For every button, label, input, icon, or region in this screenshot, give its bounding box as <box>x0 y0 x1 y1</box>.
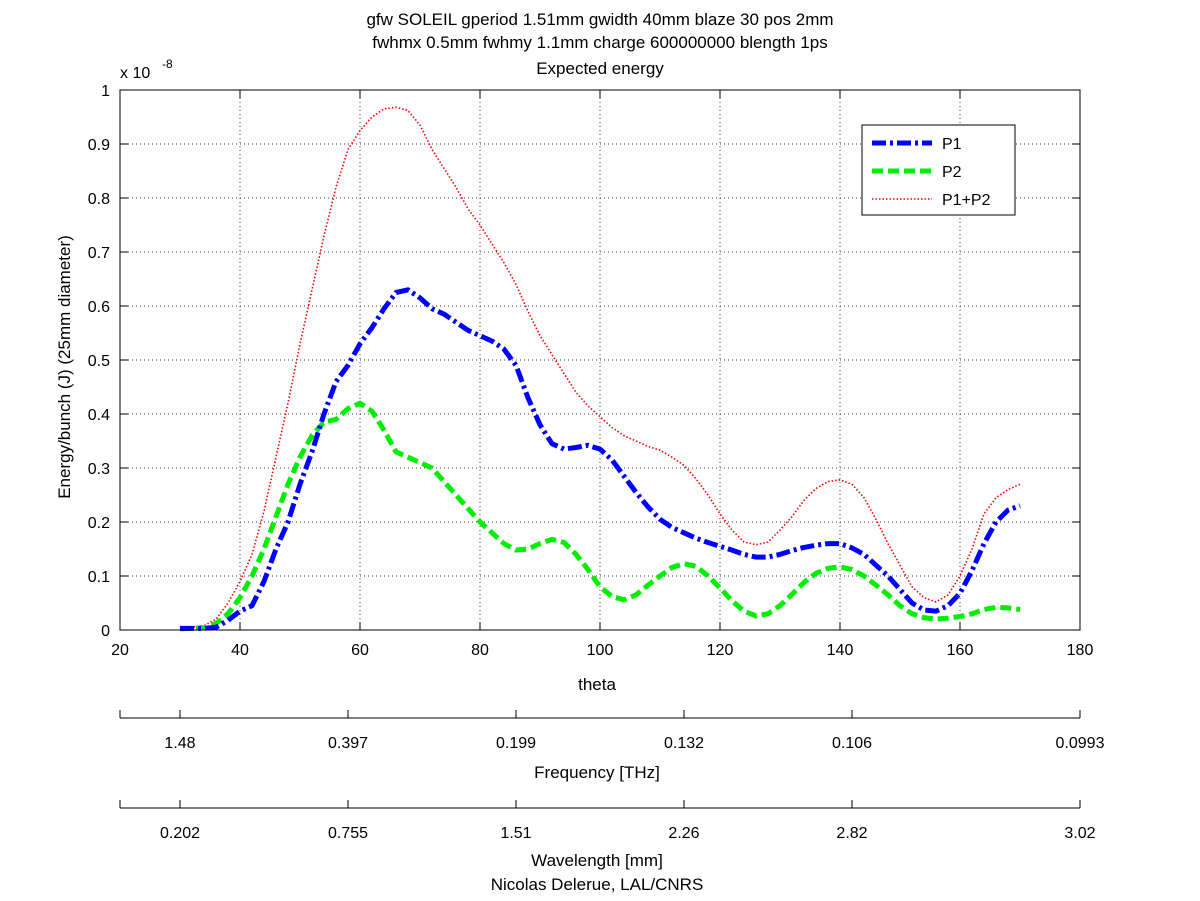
title-line-1: gfw SOLEIL gperiod 1.51mm gwidth 40mm bl… <box>366 10 833 29</box>
legend-box <box>861 124 1016 216</box>
x-tick-label: 120 <box>707 642 734 659</box>
x-tick-label: 40 <box>231 642 249 659</box>
x-tick-label: 80 <box>471 642 489 659</box>
secondary-tick-label: 1.51 <box>500 825 531 842</box>
y-tick-label: 0 <box>101 623 110 640</box>
x-tick-label: 60 <box>351 642 369 659</box>
wavelength-axis: Wavelength [mm] 0.202 0.755 1.51 2.26 2.82 3.… <box>119 800 1096 870</box>
y-tick-label: 0.7 <box>88 245 110 262</box>
wavelength-axis-label: Wavelength [mm] <box>531 851 663 870</box>
secondary-tick-label: 1.48 <box>164 735 195 752</box>
y-tick-label: 0.1 <box>88 569 110 586</box>
series-line-p2 <box>179 400 1021 632</box>
secondary-tick-label: 2.82 <box>836 825 867 842</box>
x-axis-ticks: 20 40 60 80 100 120 140 160 180 <box>111 90 1093 659</box>
y-tick-label: 0.4 <box>88 407 110 424</box>
y-axis-ticks: 0 0.1 0.2 0.3 0.4 0.5 0.6 0.7 0.8 0.9 1 <box>88 83 1080 640</box>
legend: P1 P2 P1+P2 <box>861 124 1016 216</box>
y-tick-label: 0.2 <box>88 515 110 532</box>
title-line-2: fwhmx 0.5mm fwhmy 1.1mm charge 600000000… <box>372 33 827 52</box>
y-tick-label: 0.8 <box>88 191 110 208</box>
y-multiplier-exponent: -8 <box>162 57 173 71</box>
y-tick-label: 0.3 <box>88 461 110 478</box>
series-layer <box>179 106 1021 632</box>
y-tick-label: 1 <box>101 83 110 100</box>
y-axis-label: Energy/bunch (J) (25mm diameter) <box>55 235 74 499</box>
y-multiplier-base: x 10 <box>120 65 150 82</box>
x-tick-label: 20 <box>111 642 129 659</box>
title-line-3: Expected energy <box>536 59 664 78</box>
secondary-tick-label: 3.02 <box>1064 825 1095 842</box>
secondary-tick-label: 0.397 <box>328 735 368 752</box>
frequency-axis: Frequency [THz] 1.48 0.397 0.199 0.132 0.106… <box>119 710 1105 782</box>
secondary-tick-label: 0.106 <box>832 735 872 752</box>
secondary-tick-label: 0.0993 <box>1056 735 1105 752</box>
x-tick-label: 180 <box>1067 642 1094 659</box>
x-axis-label: theta <box>578 675 616 694</box>
frequency-axis-label: Frequency [THz] <box>534 763 660 782</box>
x-tick-label: 160 <box>947 642 974 659</box>
grid <box>120 90 1080 630</box>
series-line-p1-plus-p2 <box>179 106 1021 630</box>
legend-label-p1p2: P1+P2 <box>942 192 991 209</box>
y-tick-label: 0.5 <box>88 353 110 370</box>
y-tick-label: 0.9 <box>88 137 110 154</box>
legend-label-p2: P2 <box>942 164 962 181</box>
secondary-tick-label: 0.199 <box>496 735 536 752</box>
x-tick-label: 100 <box>587 642 614 659</box>
x-tick-label: 140 <box>827 642 854 659</box>
y-multiplier: x 10 -8 <box>120 57 173 82</box>
legend-label-p1: P1 <box>942 136 962 153</box>
secondary-tick-label: 0.132 <box>664 735 704 752</box>
series-line-p1 <box>180 287 1021 631</box>
y-tick-label: 0.6 <box>88 299 110 316</box>
secondary-tick-label: 2.26 <box>668 825 699 842</box>
chart-title: gfw SOLEIL gperiod 1.51mm gwidth 40mm bl… <box>366 10 833 78</box>
secondary-tick-label: 0.202 <box>160 825 200 842</box>
credit-text: Nicolas Delerue, LAL/CNRS <box>491 875 704 894</box>
secondary-tick-label: 0.755 <box>328 825 368 842</box>
